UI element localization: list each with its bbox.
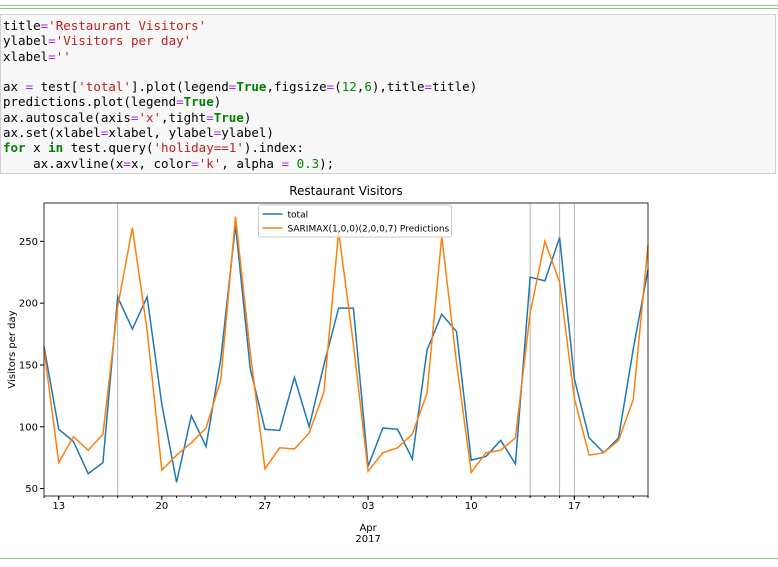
y-axis-label: Visitors per day [7, 310, 18, 388]
cell-border [0, 5, 778, 6]
code-token: True [183, 94, 214, 110]
code-token: xlabel [3, 48, 49, 64]
code-token: ax [3, 79, 26, 95]
code-token: xlabel, ylabel [108, 125, 214, 141]
code-token: = [191, 155, 199, 171]
x-tick-label: 27 [259, 501, 272, 512]
y-tick-label: 250 [19, 237, 38, 248]
code-token: = [326, 79, 335, 95]
y-tick-label: 50 [25, 484, 38, 495]
code-token: in [48, 140, 64, 156]
code-token: 'k' [198, 155, 222, 171]
code-token: x [25, 140, 49, 156]
code-token: , [356, 79, 365, 95]
code-token: = [48, 48, 56, 64]
code-token: ) [243, 109, 252, 125]
code-token: 'Restaurant Visitors' [48, 18, 207, 33]
code-line: predictions.plot(legend=True) [3, 94, 775, 109]
code-token: = [25, 79, 34, 95]
code-token: ax.set(xlabel [3, 125, 101, 141]
code-token: ) [213, 94, 222, 110]
code-token: '' [55, 48, 71, 64]
code-token: ,figsize [266, 79, 327, 95]
code-token: 'Visitors per day' [55, 33, 192, 49]
code-token: 'x' [138, 109, 162, 125]
code-token: 0.3 [296, 155, 320, 171]
code-token: predictions.plot(legend [3, 94, 177, 110]
y-tick-label: 200 [19, 299, 38, 310]
code-token: x, color [130, 155, 192, 171]
code-token: ,tight [161, 109, 207, 125]
code-token: = [213, 125, 222, 141]
code-line: ax = test['total'].plot(legend=True,figs… [3, 79, 775, 94]
code-token: 'holiday==1' [153, 140, 244, 156]
code-token: ),title [371, 79, 425, 95]
code-token: ylabel [3, 33, 49, 49]
code-cell[interactable]: title='Restaurant Visitors' ylabel='Visit… [0, 14, 776, 174]
code-token: = [281, 155, 290, 171]
x-tick-sublabel: Apr [359, 523, 377, 534]
code-token: test.query( [63, 140, 154, 156]
y-tick-label: 150 [19, 360, 38, 371]
code-token: True [236, 79, 267, 95]
code-token: = [176, 94, 184, 110]
x-tick-label: 03 [362, 501, 375, 512]
code-token: = [123, 155, 131, 171]
code-token: 12 [341, 79, 357, 95]
legend-box [258, 204, 452, 238]
y-tick-label: 100 [19, 422, 38, 433]
code-token: ).index: [243, 140, 305, 156]
code-token: = [424, 79, 433, 95]
code-token: title [3, 18, 41, 33]
code-token: True [213, 109, 244, 125]
x-tick-sublabel: 2017 [355, 534, 380, 545]
code-line: ax.autoscale(axis='x',tight=True) [3, 110, 775, 125]
code-token: = [40, 18, 49, 33]
cell-border [0, 558, 778, 559]
x-tick-label: 13 [52, 501, 65, 512]
chart-title: Restaurant Visitors [289, 184, 403, 198]
code-token: test[ [33, 79, 79, 95]
cell-border [0, 8, 778, 9]
x-tick-label: 20 [155, 501, 168, 512]
code-token: , alpha [221, 155, 282, 171]
code-token: = [130, 109, 139, 125]
code-token: ax.autoscale(axis [3, 109, 131, 125]
code-token: = [228, 79, 237, 95]
x-tick-label: 10 [465, 501, 478, 512]
series-line [43, 225, 649, 483]
code-token: 6 [364, 79, 372, 95]
plot-frame [43, 202, 649, 497]
code-line: title='Restaurant Visitors' [3, 18, 775, 33]
code-token: ].plot(legend [130, 79, 229, 95]
series-line [43, 216, 649, 475]
code-token: for [3, 140, 26, 156]
code-line: xlabel='' [3, 49, 775, 64]
code-line: ax.set(xlabel=xlabel, ylabel=ylabel) [3, 125, 775, 140]
code-line: ax.axvline(x=x, color='k', alpha = 0.3); [3, 156, 775, 171]
code-token: = [206, 109, 214, 125]
legend-label: SARIMAX(1,0,0)(2,0,0,7) Predictions [288, 225, 450, 235]
code-token: ); [319, 155, 335, 171]
code-token [289, 156, 297, 171]
code-token: ylabel) [221, 125, 274, 141]
code-token: = [48, 33, 56, 49]
legend-label: total [288, 211, 309, 221]
code-token: = [100, 125, 109, 141]
code-token: ( [334, 79, 342, 95]
code-token: title) [432, 79, 478, 95]
code-line: for x in test.query('holiday==1').index: [3, 140, 775, 155]
code-token: 'total' [78, 79, 131, 95]
code-token: ax.axvline(x [3, 155, 124, 171]
code-line: ylabel='Visitors per day' [3, 33, 775, 48]
x-tick-label: 17 [568, 501, 581, 512]
